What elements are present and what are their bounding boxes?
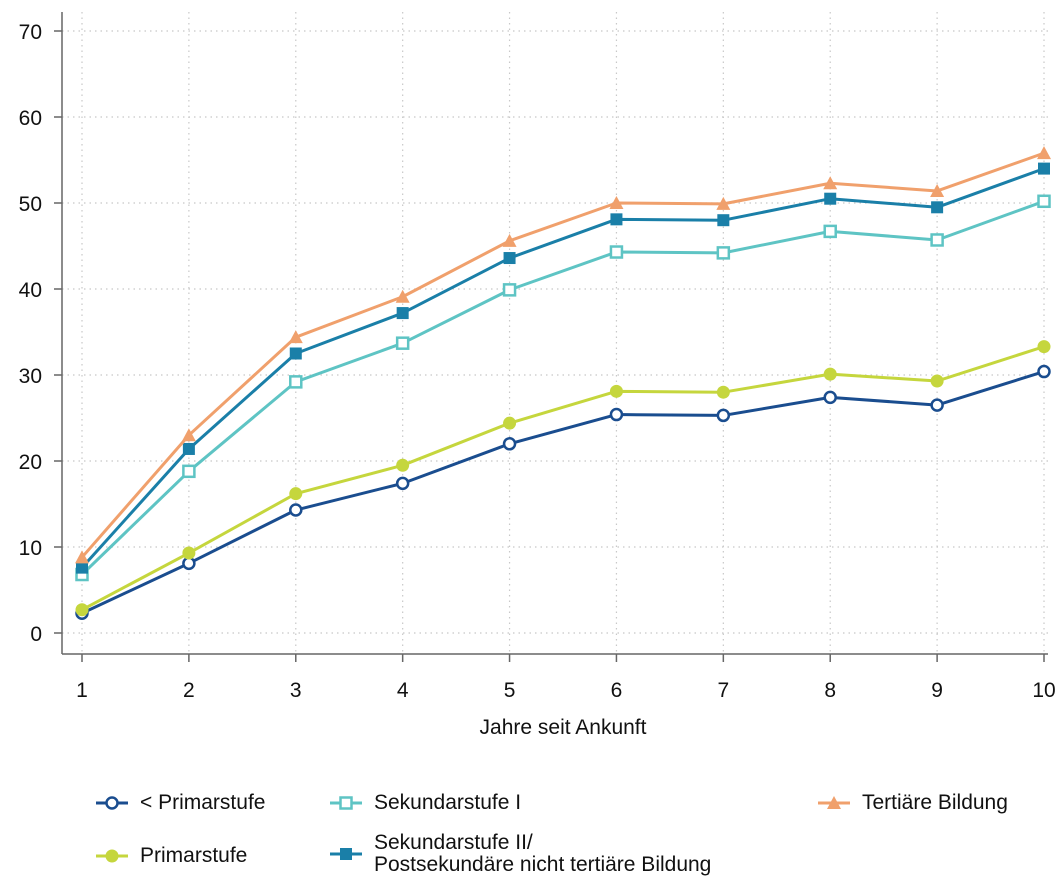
series-line xyxy=(80,167,1045,569)
data-point xyxy=(503,416,517,430)
data-point xyxy=(609,407,624,422)
data-point xyxy=(824,192,837,205)
data-point xyxy=(395,289,410,303)
data-point xyxy=(717,214,730,227)
data-point xyxy=(182,546,196,560)
data-point xyxy=(396,307,409,320)
axes: 0 10 20 30 40 50 60 70 1 2 3 4 5 6 7 8 9 10 xyxy=(19,12,1056,702)
data-point xyxy=(182,464,196,479)
data-point xyxy=(716,196,731,210)
y-tick-label: 70 xyxy=(19,21,42,44)
data-point xyxy=(823,176,838,190)
data-point xyxy=(502,437,517,451)
data-point xyxy=(502,283,517,297)
series xyxy=(76,162,1050,574)
data-point xyxy=(930,183,945,197)
data-point xyxy=(716,385,730,399)
x-tick-label: 7 xyxy=(717,679,729,702)
y-tick-label: 30 xyxy=(19,365,42,388)
data-point xyxy=(75,550,89,564)
series xyxy=(75,340,1051,617)
x-tick-label: 2 xyxy=(183,679,195,702)
data-point xyxy=(75,603,89,617)
data-point xyxy=(609,245,624,259)
data-point xyxy=(1037,340,1051,354)
data-point xyxy=(931,201,944,214)
data-point xyxy=(289,347,302,360)
data-point xyxy=(503,252,516,265)
data-point xyxy=(288,330,303,344)
data-point xyxy=(1038,162,1050,175)
x-tick-label: 10 xyxy=(1032,679,1055,702)
data-point xyxy=(930,233,944,247)
data-point xyxy=(395,336,410,350)
series-line xyxy=(81,370,1045,615)
data-point xyxy=(609,196,624,209)
data-point xyxy=(823,390,837,405)
data-point xyxy=(395,476,410,491)
grid-lines xyxy=(62,12,1048,654)
x-axis-label: Jahre seit Ankunft xyxy=(480,716,647,739)
data-point xyxy=(502,233,517,247)
data-point xyxy=(930,398,944,412)
data-point xyxy=(1037,364,1051,379)
y-tick-label: 10 xyxy=(19,537,42,560)
data-point xyxy=(182,442,195,455)
x-tick-label: 4 xyxy=(397,679,409,702)
y-tick-label: 60 xyxy=(19,107,42,130)
data-point xyxy=(609,384,623,398)
y-tick-label: 40 xyxy=(19,279,42,302)
x-tick-label: 5 xyxy=(504,679,516,702)
data-point xyxy=(930,374,944,388)
x-tick-label: 6 xyxy=(611,679,623,702)
data-point xyxy=(610,213,623,226)
data-point xyxy=(716,408,731,423)
y-tick-label: 20 xyxy=(19,451,42,474)
x-tick-label: 1 xyxy=(76,679,88,702)
series-line xyxy=(80,151,1045,559)
data-point xyxy=(76,561,88,574)
y-tick-label: 50 xyxy=(19,193,42,216)
x-tick-label: 3 xyxy=(290,679,302,702)
series-line xyxy=(80,199,1045,576)
data-point xyxy=(823,224,837,239)
data-point xyxy=(716,246,731,260)
data-point xyxy=(181,428,196,442)
data-point xyxy=(289,375,303,389)
data-point xyxy=(1037,194,1051,209)
x-tick-label: 8 xyxy=(824,679,836,702)
data-point xyxy=(396,458,410,472)
series-line xyxy=(81,345,1045,612)
data-point xyxy=(1037,146,1051,160)
data-point xyxy=(289,487,303,501)
series xyxy=(75,146,1051,564)
series xyxy=(75,194,1051,582)
data-point xyxy=(823,367,837,381)
y-tick-label: 0 xyxy=(30,623,42,646)
series-group xyxy=(75,146,1051,620)
x-tick-label: 9 xyxy=(931,679,943,702)
data-point xyxy=(289,503,303,517)
